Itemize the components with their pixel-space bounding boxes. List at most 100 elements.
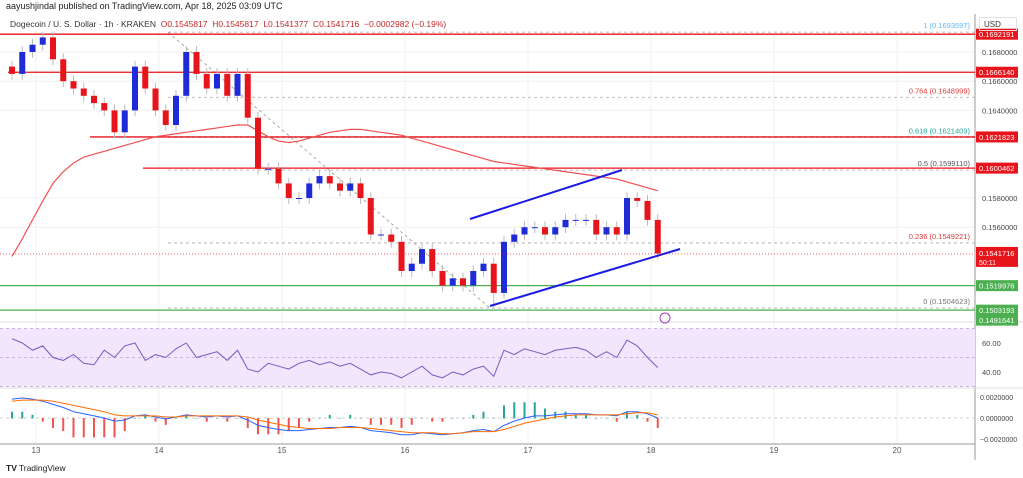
price-label: 0.1519976 — [979, 282, 1014, 291]
tv-logo-icon: TV — [6, 463, 17, 473]
macd-histogram-bar — [82, 418, 85, 438]
macd-histogram-bar — [287, 418, 290, 432]
macd-histogram-bar — [246, 418, 249, 428]
fib-level-label: 0.236 (0.1549221) — [909, 232, 971, 241]
candle-body — [285, 183, 292, 198]
macd-histogram-bar — [462, 418, 464, 419]
candle-body — [531, 227, 538, 229]
y-tick-label: 0.1580000 — [982, 194, 1017, 203]
macd-histogram-bar — [226, 418, 229, 422]
x-tick-label: 13 — [32, 446, 41, 455]
macd-histogram-bar — [175, 418, 177, 419]
candle-body — [255, 117, 261, 169]
price-label: 0.1503193 — [979, 306, 1014, 315]
fib-level-label: 0.618 (0.1621409) — [909, 127, 971, 136]
candle-body — [152, 88, 159, 111]
macd-histogram-bar — [113, 418, 116, 438]
candle-body — [367, 198, 374, 235]
macd-histogram-bar — [585, 414, 587, 419]
fib-level-label: 1 (0.1693597) — [923, 21, 970, 30]
candle-body — [173, 95, 179, 125]
macd-histogram-bar — [626, 411, 628, 419]
macd-histogram-bar — [21, 411, 24, 419]
candle-body — [296, 198, 302, 199]
candle-body — [583, 219, 589, 221]
macd-histogram-bar — [349, 414, 352, 419]
candle-body — [501, 241, 507, 293]
candle-body — [562, 219, 569, 228]
y-tick-label: 0.1680000 — [982, 48, 1017, 57]
candle-body — [50, 37, 56, 60]
candle-body — [480, 263, 487, 271]
macd-histogram-bar — [257, 418, 259, 435]
price-label-box — [976, 162, 1018, 174]
channel-lower-line — [489, 248, 681, 307]
candle-body — [460, 278, 466, 286]
x-tick-label: 20 — [893, 446, 902, 455]
fib-trend-line — [167, 31, 491, 309]
rsi-tick-label: 60.00 — [982, 339, 1001, 348]
publisher-caption: aayushjindal published on TradingView.co… — [6, 1, 283, 11]
macd-histogram-bar — [380, 418, 382, 425]
macd-histogram-bar — [605, 418, 608, 419]
candle-body — [111, 110, 118, 133]
macd-histogram-bar — [31, 414, 34, 419]
candle-body — [132, 66, 138, 111]
macd-histogram-bar — [103, 418, 106, 438]
candle-body — [265, 168, 272, 170]
price-label: 0.1692191 — [979, 30, 1014, 39]
candle-body — [624, 198, 630, 235]
candle-body — [552, 227, 559, 235]
macd-histogram-bar — [267, 418, 270, 435]
rsi-line — [11, 338, 659, 379]
ohlc-high: H0.1545817 — [212, 19, 259, 29]
candle-body — [121, 110, 128, 133]
x-tick-label: 16 — [401, 446, 410, 455]
macd-histogram-bar — [123, 418, 126, 432]
macd-histogram-bar — [421, 418, 423, 419]
ohlc-close: C0.1541716 — [312, 19, 360, 29]
candle-body — [634, 198, 641, 201]
x-tick-label: 18 — [647, 446, 656, 455]
macd-histogram-bar — [308, 418, 311, 422]
candle-body — [654, 219, 661, 254]
candle-body — [142, 66, 149, 89]
macd-histogram-bar — [359, 418, 362, 419]
macd-histogram-bar — [52, 418, 54, 428]
candle-body — [408, 263, 415, 271]
macd-histogram-bar — [451, 418, 454, 419]
symbol-name[interactable]: Dogecoin / U. S. Dollar · 1h · KRAKEN — [10, 19, 156, 29]
macd-histogram-bar — [339, 418, 341, 419]
currency-selector[interactable]: USD — [979, 17, 1017, 31]
candle-body — [439, 271, 446, 286]
candle-body — [378, 234, 384, 236]
macd-histogram-bar — [513, 402, 516, 419]
rsi-tick-label: 40.00 — [982, 368, 1001, 377]
macd-histogram-bar — [574, 414, 577, 419]
macd-histogram-bar — [503, 405, 505, 419]
macd-histogram-bar — [544, 408, 546, 419]
macd-line — [11, 397, 658, 436]
candle-body — [613, 227, 620, 235]
fib-level-label: 0.5 (0.1599110) — [918, 159, 971, 168]
candle-body — [29, 44, 36, 52]
candle-body — [388, 234, 395, 242]
macd-histogram-bar — [482, 411, 485, 419]
moving-average-line — [11, 124, 658, 257]
candle-body — [419, 249, 425, 264]
candle-body — [511, 234, 518, 242]
tradingview-logo[interactable]: TV TradingView — [6, 463, 66, 473]
macd-histogram-bar — [164, 418, 167, 425]
channel-upper-line — [469, 169, 623, 220]
candle-body — [193, 52, 200, 74]
macd-histogram-bar — [318, 418, 321, 419]
last-price-label: 0.1541716 — [979, 249, 1014, 258]
macd-histogram-bar — [298, 418, 300, 428]
flash-icon — [659, 312, 671, 324]
macd-histogram-bar — [195, 418, 198, 419]
price-label-box — [976, 66, 1018, 78]
candle-body — [357, 183, 364, 198]
macd-histogram-bar — [646, 418, 649, 422]
ohlc-change: −0.0002982 (−0.19%) — [364, 19, 447, 29]
